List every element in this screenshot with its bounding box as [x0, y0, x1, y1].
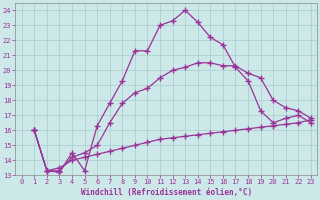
X-axis label: Windchill (Refroidissement éolien,°C): Windchill (Refroidissement éolien,°C): [81, 188, 252, 197]
